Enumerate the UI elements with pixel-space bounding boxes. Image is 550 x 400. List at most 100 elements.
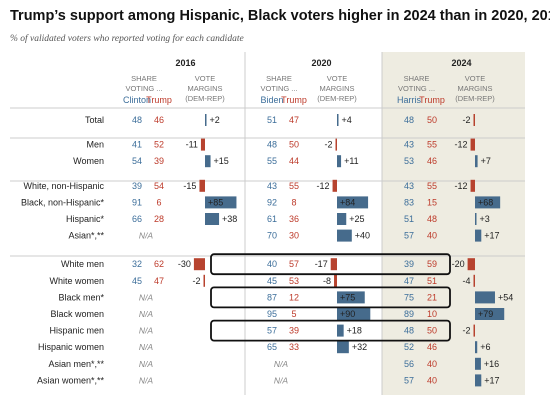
rep-candidate-label: Trump xyxy=(281,95,307,105)
dem-share: 48 xyxy=(404,115,414,125)
dem-share: 45 xyxy=(132,276,142,286)
rep-share: 40 xyxy=(427,375,437,385)
margin-label: +7 xyxy=(481,156,491,166)
margin-bar-rep xyxy=(470,179,475,192)
margin-label: -12 xyxy=(455,140,468,150)
na-value: N/A xyxy=(274,375,289,385)
na-value: N/A xyxy=(139,359,154,369)
margin-bar-dem xyxy=(337,229,352,242)
highlight-box xyxy=(210,253,451,276)
margin-label: +84 xyxy=(340,197,355,207)
dem-share: 48 xyxy=(404,326,414,336)
margin-header: (DEM-REP) xyxy=(317,94,357,103)
margin-label: +16 xyxy=(484,359,499,369)
rep-candidate-label: Trump xyxy=(419,95,445,105)
margin-label: +15 xyxy=(214,156,229,166)
na-value: N/A xyxy=(139,342,154,352)
row-label: Black men* xyxy=(58,292,104,302)
margin-bar-dem xyxy=(475,196,501,209)
dem-share: 57 xyxy=(267,326,277,336)
margin-header: VOTE xyxy=(195,74,215,83)
rep-share: 44 xyxy=(289,156,299,166)
margin-bar-dem xyxy=(475,308,505,320)
dem-share: 54 xyxy=(132,156,142,166)
margin-bar-dem xyxy=(205,196,237,209)
dem-share: 43 xyxy=(267,181,277,191)
margin-bar-dem xyxy=(337,308,371,320)
rep-share: 57 xyxy=(289,259,299,269)
share-header: SHARE xyxy=(266,74,292,83)
dem-candidate-label: Biden xyxy=(260,95,283,105)
dem-share: 57 xyxy=(404,375,414,385)
rep-share: 6 xyxy=(156,197,161,207)
margin-bar-dem xyxy=(205,114,207,126)
rep-share: 55 xyxy=(427,181,437,191)
dem-share: 66 xyxy=(132,214,142,224)
year-header-2024: 2024 xyxy=(451,58,471,68)
dem-share: 70 xyxy=(267,231,277,241)
margin-label: -17 xyxy=(315,259,328,269)
margin-header: MARGINS xyxy=(319,84,354,93)
margin-bar-dem xyxy=(475,229,482,242)
chart-subtitle: % of validated voters who reported votin… xyxy=(10,34,244,44)
margin-label: +18 xyxy=(347,326,362,336)
margin-bar-rep xyxy=(334,274,337,287)
rep-share: 47 xyxy=(289,115,299,125)
rep-share: 48 xyxy=(427,214,437,224)
share-header: SHARE xyxy=(131,74,157,83)
margin-label: +3 xyxy=(480,214,490,224)
margin-label: -11 xyxy=(186,140,198,150)
margin-bar-rep xyxy=(199,179,205,192)
margin-bar-rep xyxy=(330,258,337,271)
rep-share: 12 xyxy=(289,292,299,302)
rep-share: 52 xyxy=(154,140,164,150)
na-value: N/A xyxy=(139,309,154,319)
margin-label: +85 xyxy=(208,197,223,207)
dem-share: 57 xyxy=(404,231,414,241)
margin-label: +90 xyxy=(340,309,355,319)
year-header-2020: 2020 xyxy=(311,58,331,68)
margin-bar-dem xyxy=(205,155,211,168)
dem-share: 83 xyxy=(404,197,414,207)
margin-label: +40 xyxy=(355,231,370,241)
row-label: Hispanic men xyxy=(49,326,104,336)
margin-label: +32 xyxy=(352,342,367,352)
margin-label: +2 xyxy=(210,115,220,125)
na-value: N/A xyxy=(139,375,154,385)
margin-bar-rep xyxy=(470,138,475,151)
margin-label: +54 xyxy=(498,292,513,302)
row-label: Total xyxy=(85,115,104,125)
row-label: Asian*,** xyxy=(68,231,104,241)
rep-share: 46 xyxy=(427,342,437,352)
margin-bar-dem xyxy=(475,213,477,225)
margin-bar-rep xyxy=(203,274,205,287)
margin-label: +38 xyxy=(222,214,237,224)
margin-label: -30 xyxy=(178,259,191,269)
row-label: Asian men*,** xyxy=(48,359,104,369)
margin-bar-dem xyxy=(337,213,347,225)
margin-bar-dem xyxy=(337,196,369,209)
margin-header: VOTE xyxy=(327,74,347,83)
margin-bar-rep xyxy=(200,138,205,151)
margin-header: MARGINS xyxy=(187,84,222,93)
margin-bar-rep xyxy=(473,324,475,337)
margin-bar-rep xyxy=(335,138,337,151)
rep-share: 39 xyxy=(289,326,299,336)
margin-bar-rep xyxy=(332,179,337,192)
share-header: VOTING ... xyxy=(398,84,435,93)
rep-candidate-label: Trump xyxy=(146,95,172,105)
row-label: White men xyxy=(61,259,104,269)
rep-share: 59 xyxy=(427,259,437,269)
chart-title: Trump’s support among Hispanic, Black vo… xyxy=(10,8,550,24)
margin-label: +68 xyxy=(478,197,493,207)
margin-bar-dem xyxy=(337,324,344,337)
dem-share: 89 xyxy=(404,309,414,319)
margin-bar-rep xyxy=(473,114,475,126)
row-label: Black women xyxy=(50,309,104,319)
dem-share: 61 xyxy=(267,214,277,224)
rep-share: 50 xyxy=(427,115,437,125)
rep-share: 62 xyxy=(154,259,164,269)
margin-label: -12 xyxy=(455,181,468,191)
rep-share: 30 xyxy=(289,231,299,241)
